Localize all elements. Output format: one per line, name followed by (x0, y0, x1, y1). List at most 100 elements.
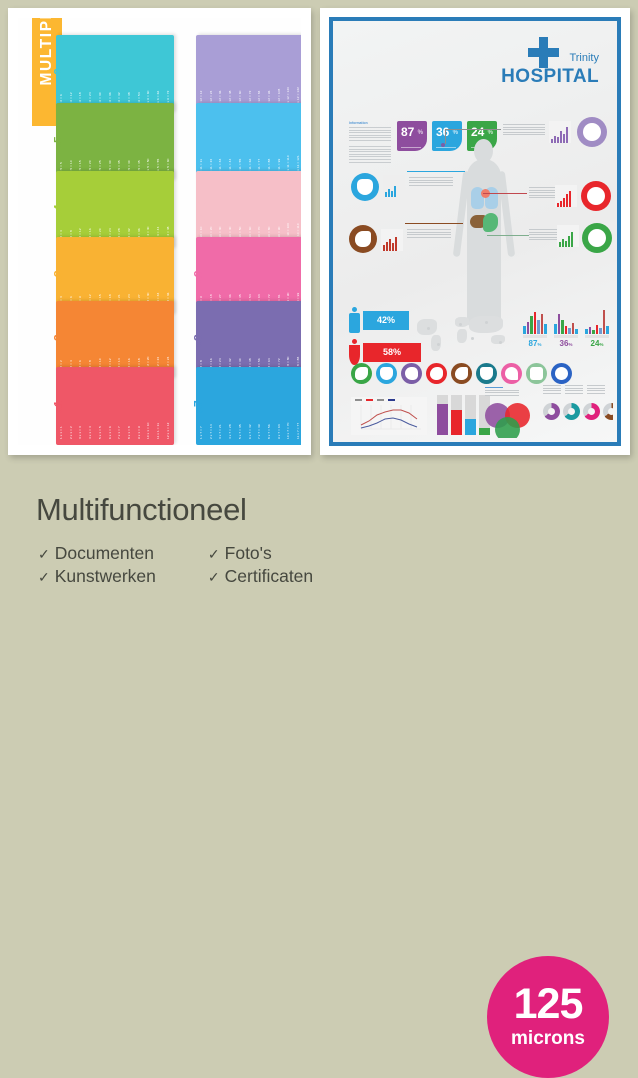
multiplication-row: 9 x 7 = 63 (276, 424, 281, 439)
sleep-icon[interactable] (526, 363, 547, 384)
right-leg-shape (486, 249, 499, 327)
liver-callout-text (407, 229, 451, 239)
multiplication-row: 9 x 4 = 36 (136, 228, 141, 243)
percent-badge-rule (401, 147, 421, 148)
multiplication-row: 6 x 10 = 60 (247, 226, 252, 244)
donut-hole (548, 408, 555, 415)
lungs-callout-text (409, 177, 453, 187)
multiplication-row: 6 x 4 = 24 (107, 228, 112, 243)
multiplication-row: 8 x 4 = 32 (127, 228, 132, 243)
percentage-bar-groups: 87%36%24%74% (523, 309, 613, 348)
tooth-icon[interactable] (476, 363, 497, 384)
multiplication-row: 4 x 8 = 32 (228, 358, 233, 373)
stomach-shape (483, 213, 498, 232)
kidney-icon[interactable] (426, 363, 447, 384)
bar-group-87: 87% (523, 309, 547, 348)
liver-icon (349, 225, 377, 253)
bar-group-unit: % (568, 342, 573, 347)
microns-unit: microns (511, 1028, 585, 1049)
multiplication-row: 7 x 6 = 42 (117, 92, 122, 107)
multiplication-row: 7 x 12 = 84 (257, 90, 262, 108)
multiplication-row: 6 x 5 = 30 (107, 160, 112, 175)
multiplication-row: 11 x 11 = 121 (296, 155, 301, 175)
bar-group-24: 24% (585, 309, 609, 348)
placeholder-lines (349, 127, 391, 141)
multiplication-row: 6 x 6 = 36 (107, 92, 112, 107)
column-chart-bar (437, 395, 448, 435)
multiplication-table-x11[interactable]: 1 x 11 = 11 2 x 11 = 22 3 x 11 = 33 4 x 11 … (196, 103, 301, 181)
multiplication-row: 2 x 10 = 20 (208, 226, 213, 244)
female-icon (349, 339, 360, 365)
donut-hole (568, 408, 575, 415)
multiplication-table-x12[interactable]: 1 x 12 = 12 2 x 12 = 24 3 x 12 = 36 4 x 12 … (196, 35, 301, 113)
multiplication-row: 11 x 7 = 77 (296, 422, 301, 439)
multiplication-row: 2 x 8 = 16 (208, 358, 213, 373)
icon-glyph (555, 367, 568, 380)
stomach-icon[interactable] (351, 363, 372, 384)
hospital-infographic-poster[interactable]: Trinity HOSPITAL Information 87% 36% 24% (320, 8, 630, 455)
bar-group-label: 87% (528, 339, 542, 348)
column-chart-fill (437, 403, 448, 435)
multiplication-row: 3 x 5 = 15 (78, 160, 83, 175)
bar-group-unit: % (599, 342, 604, 347)
apple-icon[interactable] (551, 363, 572, 384)
multiplication-row: 3 x 4 = 12 (78, 228, 83, 243)
feature-item: ✓ Certificaten (208, 565, 313, 588)
multiplication-row: 10 x 7 = 70 (286, 422, 291, 440)
multiplication-poster[interactable]: MULTIPLICATION 1 x 6 = 62 x 6 = 123 x 6 … (8, 8, 311, 455)
icon-glyph (505, 367, 518, 380)
brain-icon[interactable] (401, 363, 422, 384)
left-leg-shape (470, 249, 483, 327)
lungs-mini-chart (383, 175, 405, 197)
column-chart-fill (465, 419, 476, 435)
multiplication-row: 6 x 7 = 42 (247, 424, 252, 439)
column-chart-bar (451, 395, 462, 435)
multiplication-row: 10 x 11 = 110 (286, 155, 291, 175)
multiplication-row: 5 x 5 = 25 (97, 160, 102, 175)
multiplication-row: 7 x 4 = 28 (117, 228, 122, 243)
multiplication-table-label-x2: x2 (51, 334, 66, 348)
bar-group-bars (554, 309, 578, 334)
multiplication-row: 3 x 1 = 3 (78, 426, 83, 439)
multiplication-row: 11 x 12 = 132 (296, 87, 301, 107)
multiplication-row: 2 x 6 = 12 (68, 92, 73, 107)
multiplication-row: 9 x 11 = 99 (276, 158, 281, 175)
multiplication-row: 7 x 5 = 35 (117, 160, 122, 175)
multiplication-row: 2 x 1 = 2 (68, 426, 73, 439)
heart-icon[interactable] (501, 363, 522, 384)
kidney-callout-line (483, 193, 527, 194)
feature-item: ✓ Kunstwerken (38, 565, 156, 588)
multiplication-table-label-x12: x12 (195, 64, 210, 86)
lungs-callout-line (407, 171, 465, 172)
multiplication-row: 10 x 2 = 20 (146, 356, 151, 374)
organ-icon-row (351, 363, 572, 384)
bar-group-axis (523, 335, 547, 338)
hospital-brand-name: HOSPITAL (501, 66, 599, 87)
brain-callout-line (445, 129, 446, 144)
multiplication-row: 12 x 2 = 24 (165, 356, 170, 374)
liver-callout-line (405, 223, 463, 224)
check-icon: ✓ (207, 569, 220, 586)
icon-glyph (480, 367, 493, 380)
information-heading: Information (349, 121, 368, 125)
information-text-block: Information (349, 121, 391, 164)
multiplication-table-label-x5: x5 (51, 136, 66, 150)
column-chart-fill (451, 410, 462, 435)
donut-hole (608, 408, 613, 415)
brain-callout-line (445, 129, 501, 130)
feature-label: Foto's (224, 543, 272, 563)
stomach-mini-barchart (557, 225, 579, 247)
multiplication-row: 9 x 5 = 45 (136, 160, 141, 175)
kidney-mini-barchart (555, 185, 577, 207)
stomach-ring-icon (582, 223, 612, 253)
liver-icon[interactable] (451, 363, 472, 384)
multiplication-row: 5 x 12 = 60 (237, 90, 242, 108)
multiplication-row: 11 x 8 = 88 (296, 356, 301, 373)
head-shape (474, 139, 493, 163)
lungs-icon[interactable] (376, 363, 397, 384)
multiplication-row: 4 x 12 = 48 (228, 90, 233, 108)
